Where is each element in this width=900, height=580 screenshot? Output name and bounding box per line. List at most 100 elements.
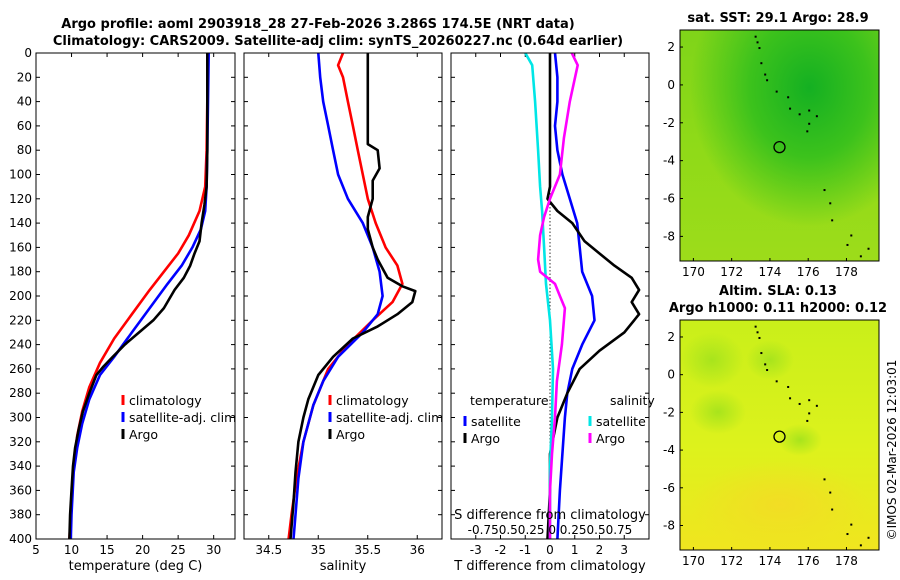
island-marker <box>789 107 792 110</box>
depth-tick-label: 100 <box>9 168 32 182</box>
map-lat-label: -6 <box>663 481 675 495</box>
difference-x-tick-label: 1 <box>571 543 579 557</box>
depth-tick-label: 300 <box>9 411 32 425</box>
island-marker <box>859 255 862 258</box>
temperature-legend-label: Argo <box>129 427 158 442</box>
sst-warm-pool <box>680 30 879 261</box>
island-marker <box>754 325 757 328</box>
island-marker <box>775 380 778 383</box>
depth-tick-label: 340 <box>9 459 32 473</box>
depth-tick-label: 220 <box>9 313 32 327</box>
difference-x-tick-label: -3 <box>470 543 482 557</box>
island-marker <box>850 234 853 237</box>
difference-series-s-satellite <box>524 52 555 539</box>
depth-tick-label: 380 <box>9 508 32 522</box>
salinity-series-argo <box>289 53 417 540</box>
island-marker <box>829 491 832 494</box>
island-marker <box>798 402 801 405</box>
depth-tick-label: 160 <box>9 240 32 254</box>
island-marker <box>787 96 790 99</box>
depth-tick-label: 120 <box>9 192 32 206</box>
sla-low-patch <box>680 332 744 388</box>
island-marker <box>823 189 826 192</box>
island-marker <box>831 508 834 511</box>
diff-legend-temperature-title: temperature <box>470 393 549 408</box>
depth-tick-label: 320 <box>9 435 32 449</box>
copyright-stamp: ©IMOS 02-Mar-2026 12:03:01 <box>885 360 899 541</box>
island-marker <box>808 399 811 402</box>
sla-argo-position-marker <box>773 430 786 443</box>
sla-low-patch <box>746 340 794 380</box>
island-marker <box>758 47 761 50</box>
salinity-plot-area <box>244 53 442 539</box>
salinity-x-axis-label: salinity <box>320 559 367 574</box>
sla-high-patch <box>690 460 870 550</box>
depth-tick-label: 400 <box>9 532 32 546</box>
island-marker <box>867 536 870 539</box>
diff-legend-t-label: satellite <box>471 414 521 429</box>
salinity-axes-frame <box>243 52 443 540</box>
map-lat-label: 2 <box>667 40 675 54</box>
island-marker <box>867 247 870 250</box>
sst-argo-position-marker <box>773 140 786 154</box>
difference-x-tick-label: 2 <box>596 543 604 557</box>
difference-x-tick-label: 3 <box>620 543 628 557</box>
depth-tick-label: 20 <box>17 70 32 84</box>
map-lat-label: -4 <box>663 154 675 168</box>
sst-map-ticks: 170 172 174 176 178 2 0 -2 -4 -6 -8 <box>663 40 858 279</box>
sla-map-frame <box>679 319 880 551</box>
difference-x-tick-label: -1 <box>519 543 531 557</box>
difference-series-s-argo <box>536 52 580 539</box>
map-lon-label: 176 <box>797 265 820 279</box>
sla-map-ticks: 170 172 174 176 178 2 0 -2 -4 -6 -8 <box>663 330 858 568</box>
map-lat-label: -6 <box>663 192 675 206</box>
temperature-x-tick-label: 30 <box>206 543 221 557</box>
depth-tick-label: 140 <box>9 216 32 230</box>
depth-tick-label: 80 <box>17 143 32 157</box>
depth-tick-label: 40 <box>17 95 32 109</box>
salinity-series-satellite-adj-clim <box>292 52 384 540</box>
island-marker <box>808 412 811 415</box>
difference-series-t-argo <box>546 53 641 540</box>
island-marker <box>823 478 826 481</box>
map-lat-label: -8 <box>663 518 675 532</box>
map-lon-label: 172 <box>720 265 743 279</box>
depth-tick-label: 240 <box>9 338 32 352</box>
island-marker <box>758 336 761 339</box>
island-marker <box>760 352 763 355</box>
island-marker <box>787 385 790 388</box>
temperature-x-tick-label: 10 <box>64 543 79 557</box>
sla-map-title: Altim. SLA: 0.13 <box>719 284 837 299</box>
sla-low-patch <box>690 390 746 434</box>
sst-map-title: sat. SST: 29.1 Argo: 28.9 <box>687 11 868 26</box>
depth-tick-label: 180 <box>9 265 32 279</box>
salinity-x-tick-label: 35.5 <box>354 543 381 557</box>
diff-top-tick-labels: -0.750.50.25 0 0.250.50.75 <box>468 523 633 537</box>
salinity-x-tick-label: 35 <box>311 543 326 557</box>
island-marker <box>766 369 769 372</box>
difference-x-axis-label: T difference from climatology <box>453 559 646 574</box>
map-lon-label: 174 <box>758 554 781 568</box>
depth-tick-label: 60 <box>17 119 32 133</box>
figure-title-line1: Argo profile: aoml 2903918_28 27-Feb-202… <box>61 17 574 32</box>
sst-map: sat. SST: 29.1 Argo: 28.9 170 172 174 176 17… <box>663 11 880 279</box>
island-marker <box>850 523 853 526</box>
diff-legend-s-label: satellite <box>596 414 646 429</box>
map-lat-label: -2 <box>663 116 675 130</box>
salinity-x-tick-label: 36 <box>410 543 425 557</box>
diff-legend-s-label: Argo <box>596 431 625 446</box>
island-marker <box>760 62 763 65</box>
map-lat-label: -2 <box>663 405 675 419</box>
salinity-x-tick-label: 34.5 <box>255 543 282 557</box>
difference-axes-frame <box>450 52 650 540</box>
island-marker <box>766 79 769 82</box>
temperature-x-axis-label: temperature (deg C) <box>69 559 203 574</box>
salinity-panel: 34.5 35 35.5 36 salinity climatology satellite… <box>243 52 443 574</box>
map-lon-label: 170 <box>682 554 705 568</box>
island-marker <box>798 113 801 116</box>
depth-tick-label: 280 <box>9 386 32 400</box>
difference-x-tick-label: -2 <box>495 543 507 557</box>
map-lon-label: 172 <box>720 554 743 568</box>
